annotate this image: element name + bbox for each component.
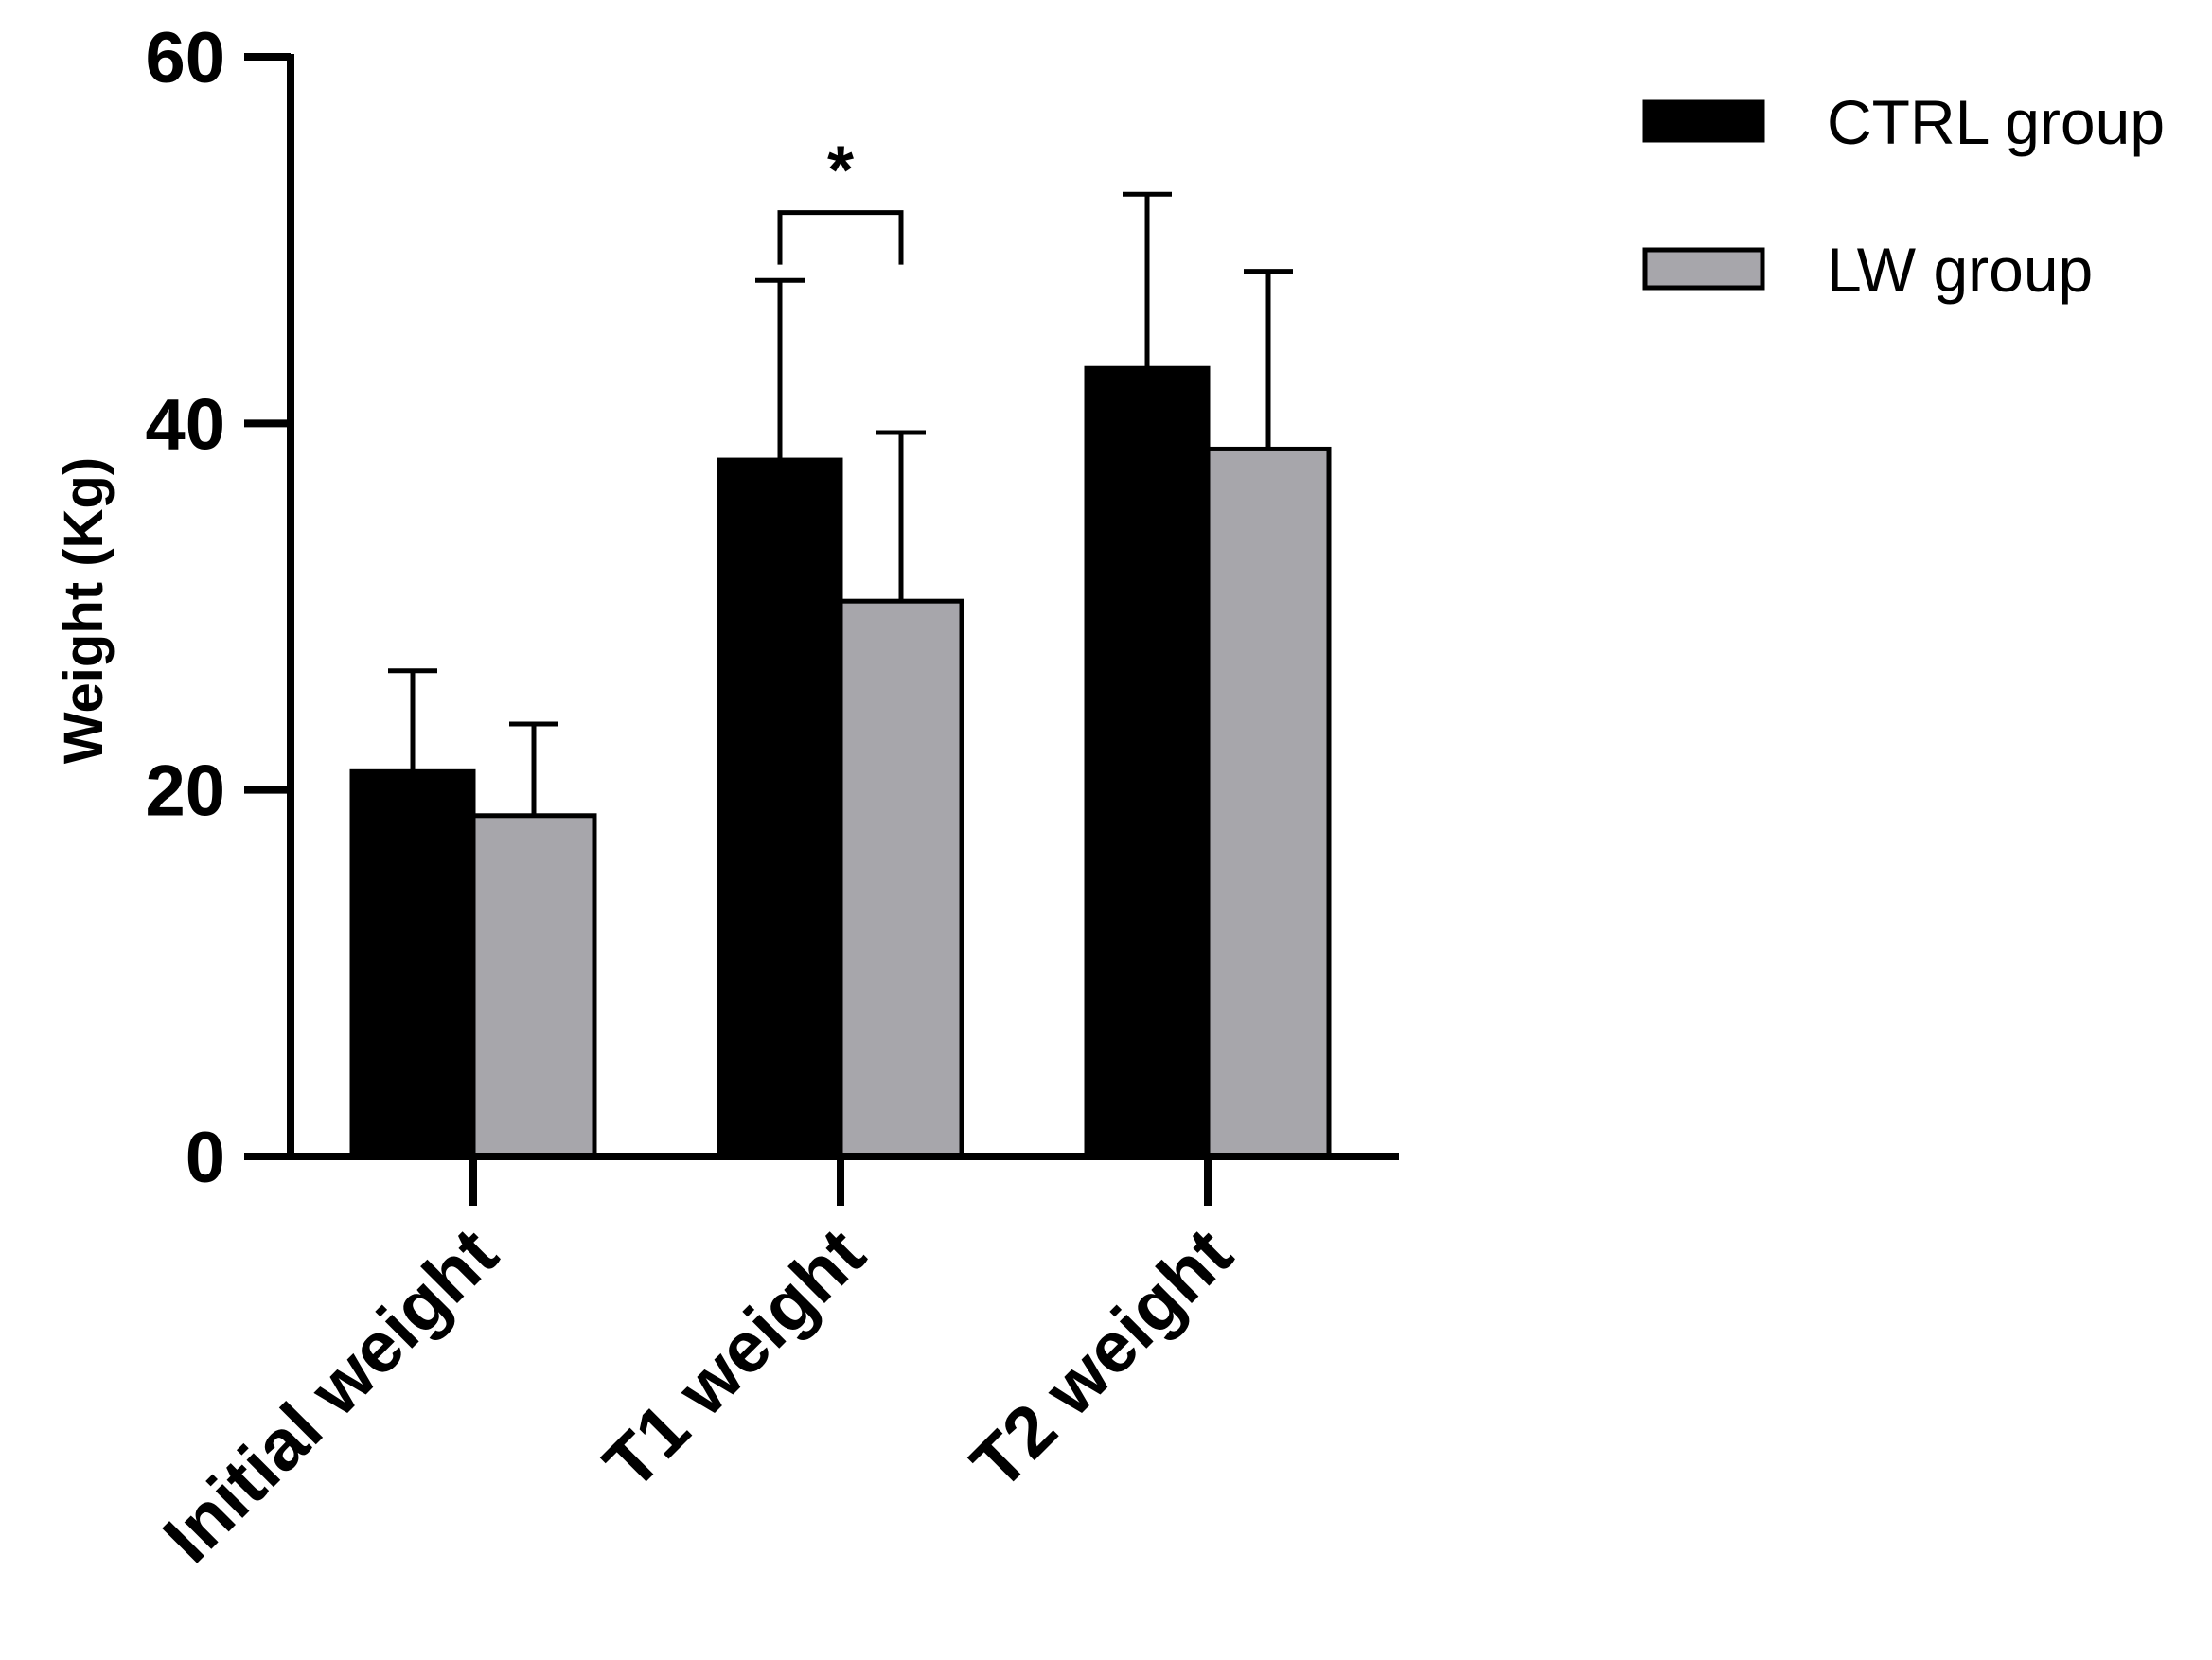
significance-bracket: * xyxy=(777,133,904,265)
bar-lw-group-t1-weight xyxy=(838,598,964,1159)
y-ticks-layer: 0 20 40 60 xyxy=(145,18,291,1198)
x-tick-label-initial-weight: Initial weight xyxy=(148,1213,513,1579)
y-tick-label-0: 0 xyxy=(186,1118,225,1198)
legend: CTRL group LW group xyxy=(1642,87,2165,305)
legend-swatch-ctrl-group xyxy=(1642,99,1765,143)
legend-swatch-lw-group xyxy=(1642,247,1765,291)
error-bar-lw-group-initial-weight xyxy=(509,721,558,816)
x-categories-layer: Initial weight T1 weight T2 weight xyxy=(148,1157,1248,1578)
error-bars-layer xyxy=(388,191,1293,816)
error-bar-lw-group-t2-weight xyxy=(1244,269,1293,450)
significance-label: * xyxy=(827,133,854,209)
error-bar-ctrl-group-initial-weight xyxy=(388,668,437,772)
y-tick-label-20: 20 xyxy=(145,751,225,832)
legend-label-lw-group: LW group xyxy=(1827,235,2093,305)
x-tick-label-t2-weight: T2 weight xyxy=(956,1213,1248,1505)
error-bar-ctrl-group-t1-weight xyxy=(755,277,805,461)
bar-ctrl-group-t1-weight xyxy=(717,457,843,1159)
bracket-line xyxy=(777,210,904,265)
y-tick-label-40: 40 xyxy=(145,384,225,465)
legend-item-ctrl-group: CTRL group xyxy=(1642,87,2165,157)
bar-ctrl-group-t2-weight xyxy=(1084,365,1211,1159)
bar-lw-group-initial-weight xyxy=(470,813,597,1159)
bar-lw-group-t2-weight xyxy=(1205,446,1332,1159)
legend-item-lw-group: LW group xyxy=(1642,235,2093,305)
y-axis-title: Weight (Kg) xyxy=(53,457,115,764)
bars-layer xyxy=(349,365,1332,1159)
error-bar-lw-group-t1-weight xyxy=(876,430,926,602)
x-tick-label-t1-weight: T1 weight xyxy=(589,1213,880,1505)
legend-label-ctrl-group: CTRL group xyxy=(1827,87,2165,157)
annotations-layer: * xyxy=(777,133,904,265)
bar-ctrl-group-initial-weight xyxy=(349,768,476,1159)
y-tick-label-60: 60 xyxy=(145,18,225,98)
error-bar-ctrl-group-t2-weight xyxy=(1123,191,1172,369)
